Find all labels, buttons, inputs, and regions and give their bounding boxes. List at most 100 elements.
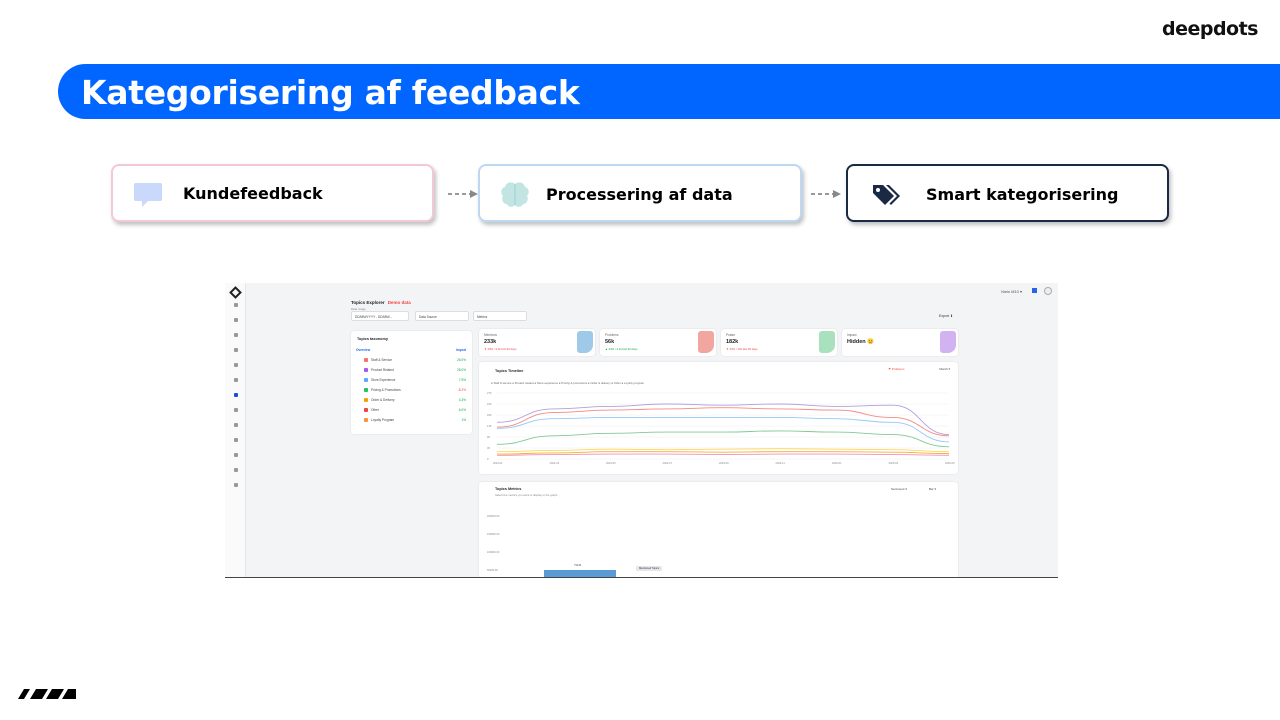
- brain-icon: [501, 182, 529, 207]
- taxonomy-row[interactable]: Store Experience 7.5%: [356, 378, 467, 387]
- series-line: [496, 407, 950, 437]
- chart-type-select[interactable]: Bar ▾: [929, 487, 937, 491]
- tags-icon: [873, 185, 900, 205]
- x-tick-label: 2024-07: [663, 461, 673, 465]
- taxonomy-row[interactable]: Loyalty Program 1%: [356, 418, 467, 427]
- timeline-controls[interactable]: ⚑ Problems Month ▾: [888, 367, 950, 371]
- y-tick-label: 220: [487, 402, 492, 406]
- sidebar-item[interactable]: [230, 318, 241, 323]
- export-button[interactable]: Export ⬇: [939, 314, 954, 318]
- kpi-card-praise: Praise 182k ▼ 40% / 13k last 90 days: [721, 329, 837, 356]
- page-title: Topics Explorer Demo data: [351, 300, 411, 305]
- sidebar-item[interactable]: [230, 408, 241, 413]
- series-line: [496, 451, 950, 455]
- step-smart-kategorisering: Smart kategorisering: [846, 164, 1169, 222]
- sidebar-item[interactable]: [230, 468, 241, 473]
- demo-badge: Demo data: [387, 300, 411, 305]
- y-tick: 200000.00: [487, 515, 500, 518]
- taxonomy-row[interactable]: Other 6.0%: [356, 408, 467, 417]
- timeline-legend: ● Staff & service ● Product related ● St…: [491, 381, 645, 385]
- topics-metrics-panel: Topics Metrics Select the metrics you wa…: [479, 482, 958, 577]
- metrics-subtitle: Select the metrics you want to display i…: [495, 493, 558, 497]
- taxonomy-row[interactable]: Product Related 28.0%: [356, 368, 467, 377]
- y-tick-label: 270: [487, 391, 492, 395]
- kpi-card-impact: Impact Hidden 😐: [842, 329, 958, 356]
- kpi-icon: [577, 331, 593, 353]
- sidebar-item[interactable]: [230, 348, 241, 353]
- y-tick: 100000.00: [487, 551, 500, 554]
- step-processering: Processering af data: [478, 164, 802, 222]
- sentiment-select[interactable]: Sentiment ▾: [891, 487, 907, 491]
- kpi-card-mentions: Mentions 233k ▼ 28% / 9.2k last 90 days: [479, 329, 595, 356]
- x-tick-label: 2025-01: [832, 461, 842, 465]
- sidebar-item[interactable]: [230, 303, 241, 308]
- timeline-chart: 270 220 180 135 90 45 0 2024-01 2024-03 2024-05 20…: [487, 391, 955, 465]
- app-logo-icon: [229, 286, 242, 299]
- x-tick-label: 2024-03: [550, 461, 560, 465]
- metrics-bar[interactable]: [544, 570, 616, 577]
- date-label: Date range: [351, 307, 366, 311]
- title-banner: Kategorisering af feedback: [58, 64, 1280, 119]
- step-label: Kundefeedback: [183, 184, 323, 203]
- y-tick-label: 180: [487, 413, 492, 417]
- taxonomy-row[interactable]: Pricing & Promotions -8.2%: [356, 388, 467, 397]
- y-tick: 50000.00: [487, 569, 498, 572]
- metrics-select[interactable]: Metrics: [473, 311, 527, 321]
- series-line: [496, 448, 950, 453]
- taxonomy-row[interactable]: Staff & Service 26.0%: [356, 358, 467, 367]
- slide-title: Kategorisering af feedback: [81, 73, 580, 112]
- kpi-icon: [940, 331, 956, 353]
- dashboard-topbar: Niels M10 ▾: [246, 283, 1058, 299]
- x-tick-label: 2025-03: [889, 461, 899, 465]
- sidebar-item[interactable]: [230, 363, 241, 368]
- sidebar-item[interactable]: [230, 333, 241, 338]
- avatar[interactable]: [1044, 287, 1052, 295]
- sidebar-item[interactable]: [230, 378, 241, 383]
- chat-bubble-icon: [134, 183, 162, 207]
- series-line: [496, 403, 950, 436]
- dashboard-sidebar: [225, 283, 246, 577]
- step-label: Processering af data: [546, 185, 733, 204]
- series-line: [496, 430, 950, 448]
- y-tick: 150000.00: [487, 533, 500, 536]
- sidebar-item[interactable]: [230, 438, 241, 443]
- series-line: [496, 453, 950, 456]
- kpi-card-problems: Problems 56k ▲ 34% / 4.1k last 90 days: [600, 329, 716, 356]
- date-range-picker[interactable]: DD/MM/YYYY - DD/MM/...: [351, 311, 409, 321]
- kpi-icon: [698, 331, 714, 353]
- step-kundefeedback: Kundefeedback: [111, 164, 434, 222]
- series-line: [496, 416, 950, 443]
- arrow-icon: [811, 190, 841, 198]
- arrow-icon: [448, 190, 478, 198]
- metrics-title: Topics Metrics: [495, 487, 522, 491]
- sidebar-item[interactable]: [230, 453, 241, 458]
- x-tick-label: 2024-09: [719, 461, 729, 465]
- taxonomy-row[interactable]: Order & Delivery 4.3%: [356, 398, 467, 407]
- y-tick-label: 135: [487, 424, 492, 428]
- topics-timeline-panel: Topics Timeline ⚑ Problems Month ▾ ● Sta…: [479, 362, 958, 474]
- x-tick-label: 2024-05: [606, 461, 616, 465]
- kpi-icon: [819, 331, 835, 353]
- user-menu[interactable]: Niels M10 ▾: [1001, 289, 1022, 294]
- y-tick-label: 90: [487, 435, 490, 439]
- stripe-mark-icon: [18, 689, 76, 699]
- taxonomy-panel: Topics taxonomy Overview Import Staff & S…: [351, 331, 472, 434]
- x-tick-label: 2025-05: [945, 461, 955, 465]
- x-tick-label: 2024-11: [776, 461, 786, 465]
- y-tick-label: 0: [487, 457, 489, 461]
- sidebar-item-topics[interactable]: [230, 393, 241, 398]
- deepdots-logo: deepdots: [1161, 18, 1259, 40]
- sidebar-item[interactable]: [230, 483, 241, 488]
- metrics-tooltip: Mentioned Topics: [636, 566, 663, 571]
- sidebar-item[interactable]: [230, 423, 241, 428]
- data-source-select[interactable]: Data Source: [415, 311, 469, 321]
- bar-label: 79236: [574, 564, 582, 567]
- step-label: Smart kategorisering: [926, 185, 1119, 204]
- taxonomy-row[interactable]: Overview Import: [356, 348, 466, 352]
- y-tick-label: 45: [487, 446, 490, 450]
- timeline-title: Topics Timeline: [495, 369, 524, 373]
- flag-icon[interactable]: [1032, 288, 1037, 293]
- x-tick-label: 2024-01: [493, 461, 503, 465]
- taxonomy-title: Topics taxonomy: [357, 337, 388, 341]
